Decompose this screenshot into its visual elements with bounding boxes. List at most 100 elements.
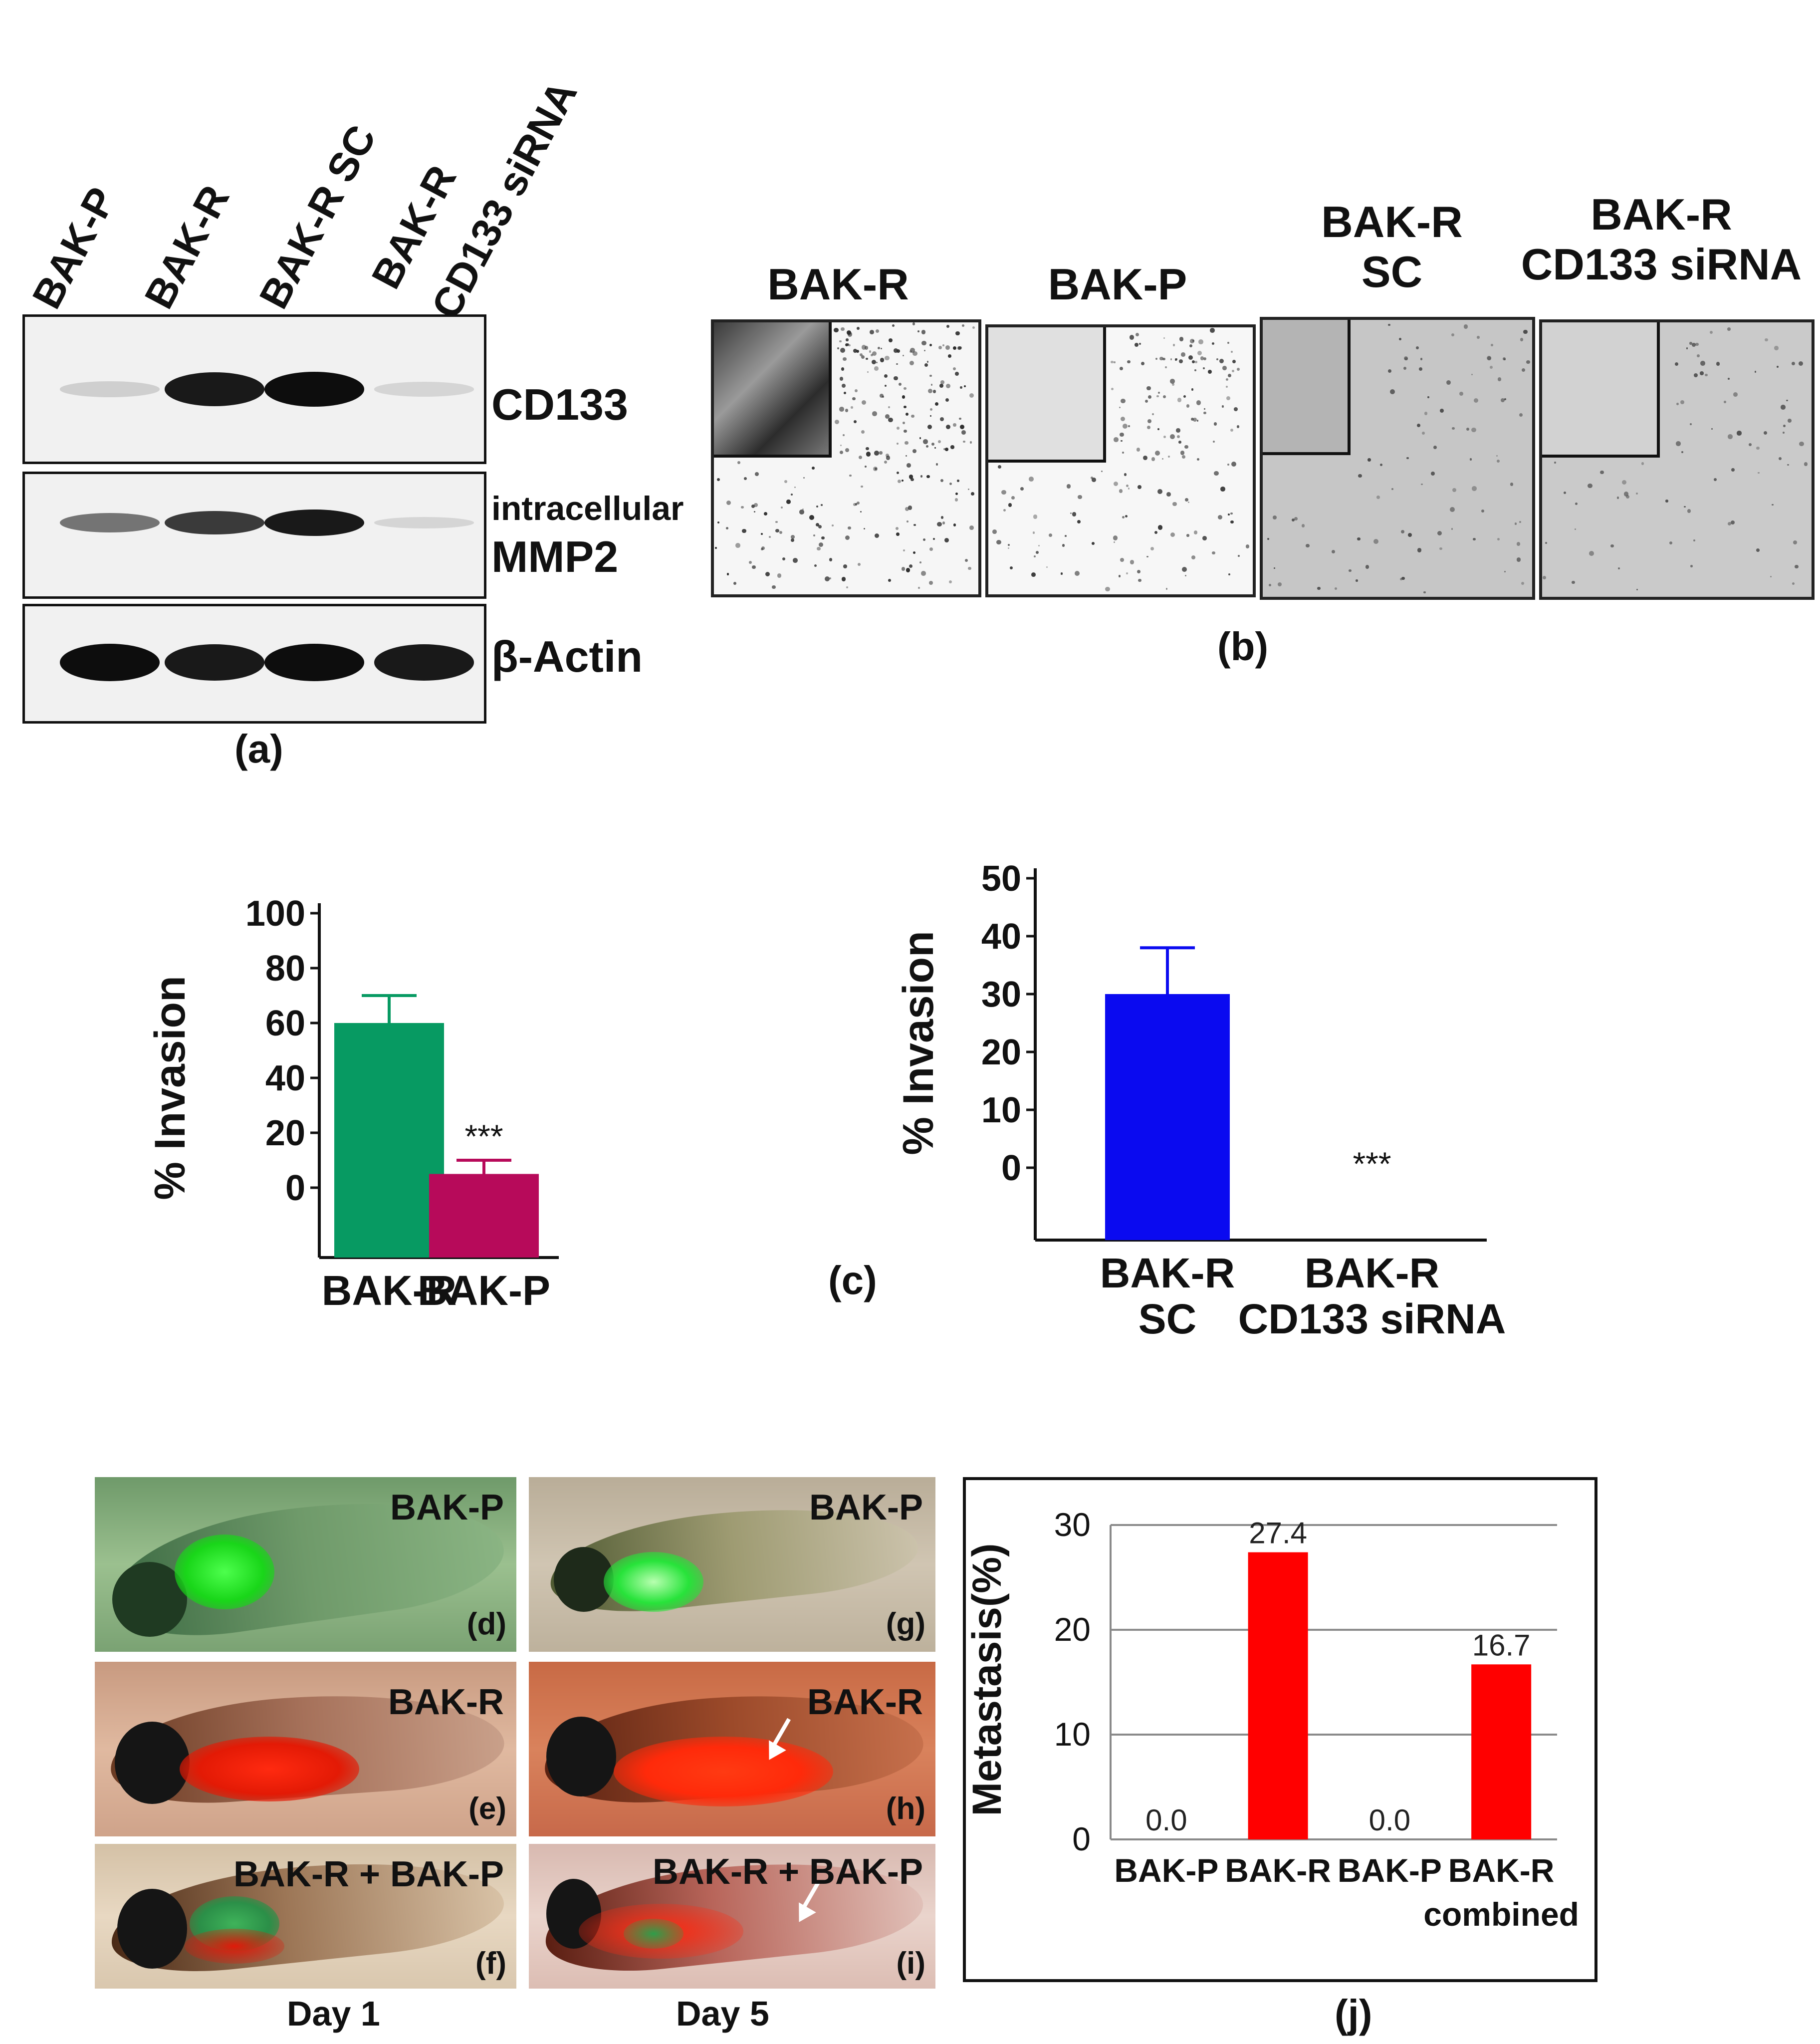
y-tick-label: 0: [1072, 1820, 1091, 1857]
cell-speck: [1157, 428, 1160, 431]
cell-speck: [1204, 408, 1206, 410]
cell-speck: [853, 503, 856, 507]
cell-speck: [880, 358, 885, 362]
bar: [1471, 1664, 1532, 1839]
cell-speck: [1135, 342, 1139, 347]
fish-label-f: BAK-R + BAK-P: [233, 1854, 504, 1894]
cell-speck: [912, 551, 915, 554]
x-tick-label: BAK-R: [1305, 1250, 1440, 1296]
cell-speck: [1186, 534, 1189, 537]
cell-speck: [1222, 366, 1227, 370]
cell-speck: [1183, 395, 1186, 398]
cell-speck: [906, 568, 910, 572]
cell-speck: [1522, 368, 1526, 372]
cell-speck: [1216, 358, 1218, 360]
cell-speck: [1232, 360, 1236, 364]
cell-speck: [953, 523, 956, 526]
cell-speck: [1154, 530, 1157, 534]
cell-speck: [1092, 478, 1096, 482]
cell-speck: [1111, 360, 1114, 364]
cell-speck: [1155, 450, 1160, 456]
cell-speck: [905, 455, 907, 457]
micrograph-inset: [1542, 322, 1660, 458]
cell-speck: [1724, 401, 1727, 403]
cell-speck: [1191, 555, 1195, 559]
y-axis-label: % Invasion: [146, 976, 194, 1200]
cell-speck: [1294, 517, 1298, 521]
cell-speck: [1793, 540, 1798, 544]
cell-speck: [1178, 359, 1183, 364]
cell-speck: [781, 507, 783, 509]
cell-speck: [1776, 365, 1779, 368]
y-tick-label: 10: [1054, 1716, 1091, 1753]
cell-speck: [1170, 532, 1175, 537]
cell-speck: [1398, 337, 1402, 340]
cell-speck: [1665, 500, 1668, 503]
bar: [1248, 1552, 1308, 1839]
cell-speck: [1119, 406, 1121, 408]
cell-speck: [1713, 478, 1717, 482]
blot-label-actin: β-Actin: [491, 632, 643, 681]
bar: [1105, 994, 1230, 1240]
lane-label-bak-r-sc: BAK-R SC: [250, 118, 385, 316]
cell-speck: [1774, 346, 1779, 350]
cell-speck: [1225, 386, 1228, 388]
cell-speck: [997, 465, 1001, 469]
cell-speck: [876, 361, 878, 364]
cell-speck: [1101, 470, 1103, 472]
cell-speck: [831, 524, 834, 526]
cell-speck: [1203, 411, 1207, 415]
cell-speck: [929, 581, 933, 585]
cell-speck: [1636, 588, 1638, 591]
cell-speck: [896, 532, 900, 536]
cell-speck: [1194, 361, 1197, 363]
blot-band: [165, 644, 264, 681]
cell-speck: [1733, 392, 1738, 397]
cell-speck: [1792, 582, 1795, 585]
cell-speck: [952, 367, 956, 370]
blot-band: [374, 644, 474, 681]
cell-speck: [1496, 455, 1498, 457]
cell-speck: [896, 363, 898, 365]
cell-speck: [959, 424, 965, 429]
panel-letter-j: (j): [1335, 1992, 1372, 2036]
cell-speck: [1121, 440, 1123, 442]
cell-speck: [940, 417, 944, 421]
cell-speck: [779, 531, 782, 534]
cell-speck: [1621, 480, 1626, 485]
cell-speck: [1349, 569, 1352, 572]
cell-speck: [886, 456, 891, 460]
cell-speck: [777, 573, 782, 578]
y-tick-label: 20: [1054, 1611, 1091, 1648]
cell-speck: [1446, 380, 1451, 385]
fish-panel-d: BAK-P (d): [95, 1477, 516, 1652]
cell-speck: [876, 329, 880, 333]
cell-speck: [1600, 470, 1604, 475]
cell-speck: [1203, 367, 1205, 369]
cell-speck: [1794, 564, 1799, 569]
cell-speck: [821, 504, 823, 506]
cell-speck: [1119, 367, 1123, 371]
cell-speck: [919, 437, 921, 439]
significance-annotation: ***: [464, 1118, 503, 1155]
cell-speck: [754, 503, 758, 507]
cell-speck: [1379, 464, 1382, 467]
cell-speck: [754, 511, 756, 513]
micrograph-bak-p: [985, 324, 1256, 597]
cell-speck: [1125, 514, 1128, 518]
cell-speck: [909, 475, 913, 479]
cell-speck: [945, 345, 950, 350]
cell-speck: [1163, 337, 1165, 339]
cell-speck: [1227, 373, 1232, 377]
cell-speck: [1234, 407, 1238, 411]
cell-speck: [1756, 446, 1760, 450]
cell-speck: [845, 409, 849, 413]
blot-cd133: [22, 314, 486, 464]
cell-speck: [909, 360, 914, 366]
cell-speck: [1422, 432, 1425, 435]
cell-speck: [866, 357, 869, 360]
cell-speck: [910, 350, 912, 353]
cell-speck: [841, 577, 846, 581]
mic-title-bak-p: BAK-P: [1048, 259, 1187, 309]
cell-speck: [1731, 468, 1735, 472]
